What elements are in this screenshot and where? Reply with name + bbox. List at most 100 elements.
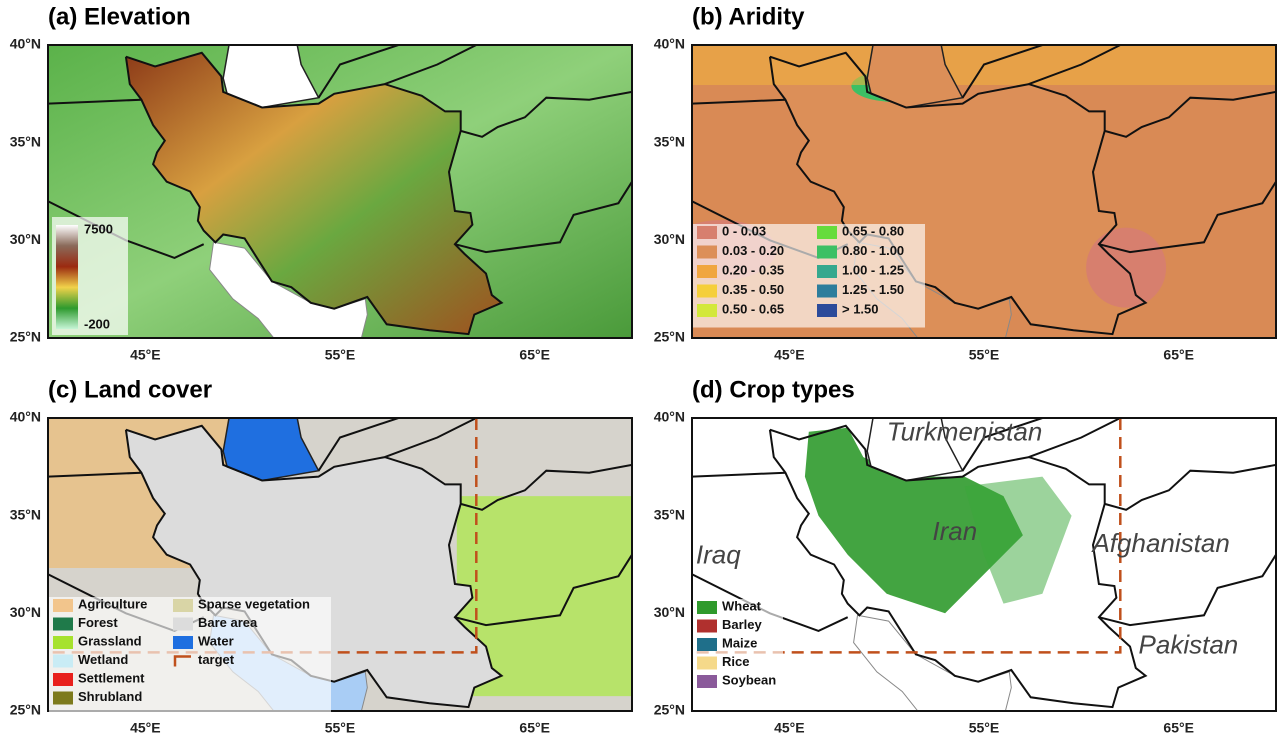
legend-label: Forest [78, 615, 118, 630]
place-label: Iran [932, 516, 977, 546]
lon-tick-label: 45°E [774, 720, 805, 735]
border [384, 45, 477, 86]
lon-tick-label: 45°E [130, 720, 161, 735]
lon-tick-label: 45°E [774, 347, 805, 363]
legend-label: Wheat [722, 598, 762, 613]
target-box [692, 418, 1122, 654]
lat-tick-label: 30°N [10, 231, 41, 247]
legend-swatch [697, 601, 717, 614]
border [454, 554, 632, 627]
lon-tick-label: 45°E [130, 347, 161, 363]
lat-tick-label: 35°N [654, 133, 685, 149]
map-frame [691, 44, 1277, 339]
legend-label: 0.35 - 0.50 [722, 282, 784, 297]
border [317, 418, 399, 472]
border [1098, 554, 1276, 627]
border [692, 573, 849, 632]
border [1104, 90, 1276, 138]
wheat-area [964, 476, 1072, 604]
legend-label: Rice [722, 654, 749, 669]
legend-swatch [173, 617, 193, 631]
legend-box [693, 224, 925, 328]
legend-label: Maize [722, 635, 757, 650]
border [384, 418, 477, 459]
legend-swatch [697, 245, 717, 259]
legend-label: Water [198, 633, 234, 648]
border [961, 418, 1043, 472]
map-frame [47, 417, 633, 712]
legend-swatch [697, 638, 717, 651]
border [692, 98, 786, 105]
legend-swatch [697, 619, 717, 633]
lat-tick-label: 40°N [654, 409, 685, 425]
panel-title: (d) Crop types [692, 376, 855, 403]
iran-border [124, 51, 504, 336]
legend-label: Bare area [198, 615, 258, 630]
map-panel: (d) Crop types 40°N 35°N 30°N 25°N 45°E 55°E 65… [654, 376, 1277, 735]
border [692, 471, 786, 478]
legend-label: Barley [722, 617, 763, 632]
iran [125, 425, 502, 708]
border [460, 90, 632, 138]
legend-label: Wetland [78, 652, 128, 667]
border [48, 471, 142, 478]
map-panel: (b) Aridity 40°N 35°N 30°N 25°N 45°E 55°E 65°E 0… [654, 3, 1277, 363]
legend-label: 0.20 - 0.35 [722, 262, 784, 277]
lat-tick-label: 40°N [654, 36, 685, 52]
lat-tick-label: 25°N [654, 329, 685, 345]
legend-swatch [697, 304, 717, 317]
place-label: Pakistan [1139, 629, 1239, 659]
legend-swatch [697, 675, 717, 688]
map [692, 45, 1276, 338]
legend-swatch [173, 655, 191, 667]
border [1028, 418, 1121, 459]
panel-title: (a) Elevation [48, 3, 191, 30]
colorbar-max: 7500 [84, 221, 113, 236]
legend-label: Grassland [78, 633, 142, 648]
colorbar-min: -200 [84, 316, 110, 331]
border [48, 98, 142, 105]
legend-swatch [53, 673, 73, 686]
legend-label: 0.03 - 0.20 [722, 243, 784, 258]
legend-label: Sparse vegetation [198, 596, 310, 611]
panel-title: (b) Aridity [692, 3, 805, 30]
legend-label: Shrubland [78, 689, 142, 704]
lon-tick-label: 55°E [969, 347, 1000, 363]
map-frame [47, 44, 633, 339]
map-panel: (c) Land cover 40°N 35°N 30°N 25°N 45°E 55°E 65… [10, 376, 633, 735]
place-label: Turkmenistan [887, 417, 1043, 447]
lat-tick-label: 40°N [10, 409, 41, 425]
iran [125, 52, 502, 335]
map [48, 45, 632, 338]
iran-border [768, 424, 1148, 709]
wheat-area [804, 427, 1023, 614]
lat-tick-label: 30°N [654, 604, 685, 620]
legend-swatch [173, 636, 193, 649]
lon-tick-label: 65°E [519, 720, 550, 735]
border [1104, 463, 1276, 511]
lat-tick-label: 35°N [10, 133, 41, 149]
border [317, 45, 399, 99]
legend-swatch [697, 284, 717, 298]
lon-tick-label: 65°E [1163, 720, 1194, 735]
legend-swatch [173, 599, 193, 612]
legend-swatch [53, 654, 73, 668]
legend-swatch [817, 284, 837, 298]
lat-tick-label: 40°N [10, 36, 41, 52]
lat-tick-label: 35°N [10, 506, 41, 522]
legend-label: target [198, 652, 235, 667]
legend-swatch [817, 265, 837, 278]
legend-swatch [53, 691, 73, 705]
border [454, 181, 632, 254]
lon-tick-label: 65°E [1163, 347, 1194, 363]
legend-swatch [53, 599, 73, 612]
lat-tick-label: 35°N [654, 506, 685, 522]
legend-label: > 1.50 [842, 301, 879, 316]
legend-swatch [697, 265, 717, 278]
legend-swatch [697, 656, 717, 670]
legend-label: 1.25 - 1.50 [842, 282, 904, 297]
iran-border [124, 424, 504, 709]
place-label: Afghanistan [1090, 528, 1229, 558]
lat-tick-label: 25°N [10, 702, 41, 718]
